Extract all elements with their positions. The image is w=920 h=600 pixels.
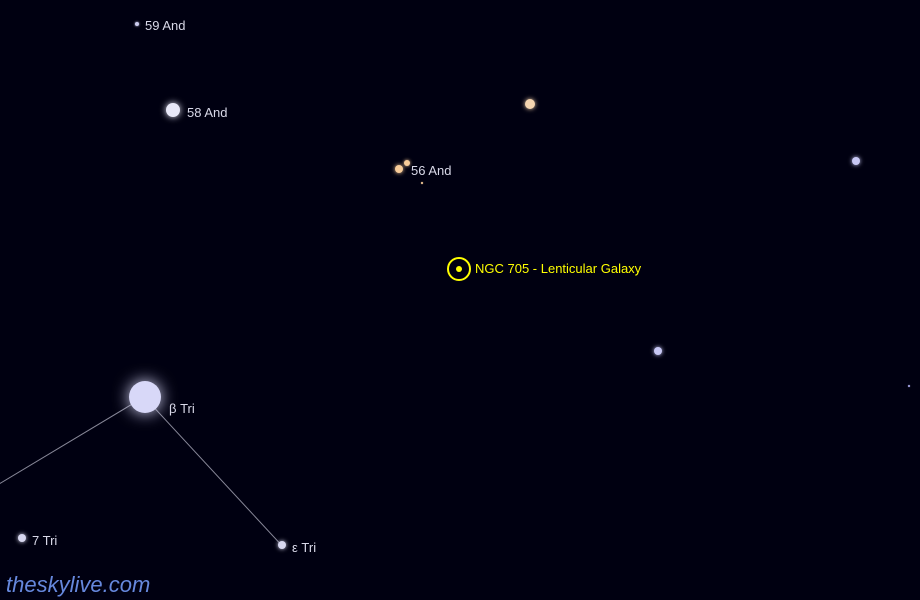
star-56-and-a bbox=[395, 165, 403, 173]
constellation-line bbox=[0, 396, 145, 508]
star-label-58-and: 58 And bbox=[187, 105, 228, 120]
star-label-59-and: 59 And bbox=[145, 18, 186, 33]
star-59-and bbox=[135, 22, 139, 26]
star-label-beta-tri: β Tri bbox=[169, 401, 195, 416]
target-label: NGC 705 - Lenticular Galaxy bbox=[475, 261, 641, 276]
star-58-and bbox=[166, 103, 180, 117]
star-beta-tri bbox=[129, 381, 161, 413]
watermark: theskylive.com bbox=[6, 572, 150, 598]
star-right-blue bbox=[852, 157, 860, 165]
star-56-and-b bbox=[404, 160, 410, 166]
target-dot bbox=[456, 266, 462, 272]
star-label-eps-tri: ε Tri bbox=[292, 540, 316, 555]
star-upper-right-orange bbox=[525, 99, 535, 109]
star-56-and-c bbox=[421, 182, 423, 184]
star-far-right-tiny bbox=[908, 385, 910, 387]
star-label-56-and-a: 56 And bbox=[411, 163, 452, 178]
constellation-line bbox=[144, 397, 282, 546]
star-mid-right-blue bbox=[654, 347, 662, 355]
star-7-tri bbox=[18, 534, 26, 542]
star-label-7-tri: 7 Tri bbox=[32, 533, 57, 548]
star-eps-tri bbox=[278, 541, 286, 549]
